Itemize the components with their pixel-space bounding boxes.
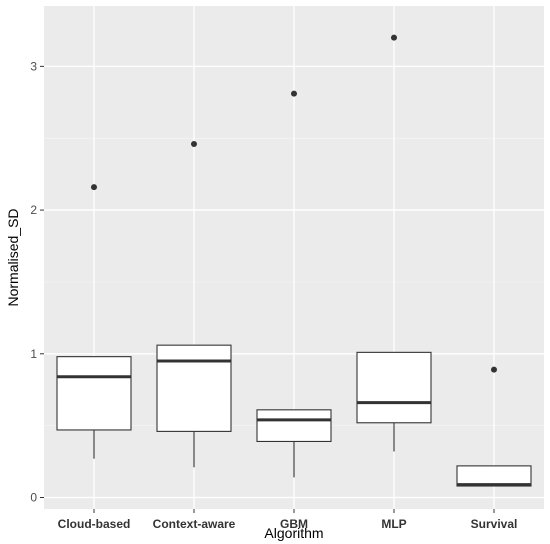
y-tick-label: 2: [30, 203, 37, 217]
x-axis-title: Algorithm: [264, 525, 323, 541]
y-tick-label: 1: [30, 347, 37, 361]
box-context-aware: [156, 140, 232, 468]
y-tick-label: 0: [30, 491, 37, 505]
outlier-point: [491, 366, 497, 373]
box-body: [256, 409, 332, 443]
box-mlp: [356, 34, 432, 452]
box-body: [356, 351, 432, 424]
x-tick-label: Cloud-based: [58, 517, 131, 531]
box-survival: [456, 366, 532, 487]
box-gbm: [256, 90, 332, 478]
outlier-point: [291, 90, 297, 97]
x-tick-label: Context-aware: [153, 517, 236, 531]
x-tick-label: GBM: [280, 517, 308, 531]
outlier-point: [91, 184, 97, 191]
outlier-point: [391, 34, 397, 41]
box-body: [156, 344, 232, 432]
y-axis-ticks: 0 1 2 3: [30, 59, 44, 505]
x-tick-label: MLP: [381, 517, 406, 531]
x-axis-ticks: Cloud-based Context-aware GBM MLP Survival: [58, 509, 518, 531]
box-body: [56, 356, 132, 431]
y-axis-title: Normalised_SD: [5, 208, 21, 306]
outlier-point: [191, 140, 197, 147]
box-body: [456, 465, 532, 487]
x-tick-label: Survival: [471, 517, 518, 531]
y-tick-label: 3: [30, 59, 37, 73]
boxes: [56, 34, 532, 487]
box-cloud-based: [56, 184, 132, 459]
